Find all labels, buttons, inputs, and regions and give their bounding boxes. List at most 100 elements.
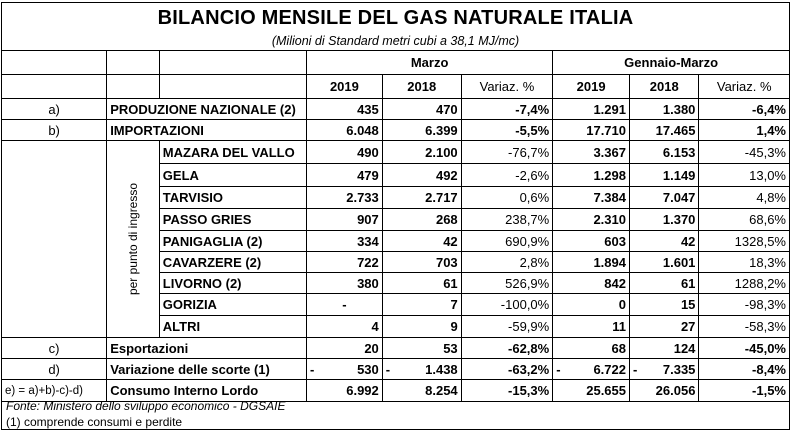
row-code: c): [0, 337, 108, 359]
variation-header-g: Variaz. %: [698, 74, 790, 99]
table-row: GORIZIA - 7 -100,0% 0 15 -98,3%: [2, 293, 790, 316]
cell-mvar: -62,8%: [460, 337, 554, 359]
cell-mvar: -15,3%: [460, 379, 554, 402]
cell-m2019: 530: [357, 361, 379, 377]
sheet-title: BILANCIO MENSILE DEL GAS NATURALE ITALIA: [1, 2, 790, 32]
note-footnote: (1) comprende consumi e perdite: [1, 414, 790, 430]
cell-gvar: 18,3%: [698, 251, 790, 273]
cell-m2019: 6.048: [306, 119, 383, 141]
row-code: e) = a)+b)-c)-d): [0, 379, 108, 402]
cell-g2019: 2.310: [552, 208, 630, 231]
cell-gvar: -1,5%: [698, 379, 790, 402]
cell-m2018: 9: [381, 315, 462, 338]
cell-m2018: 2.100: [381, 140, 462, 164]
cell-g2019: 11: [552, 315, 630, 338]
cell-g2019: 3.367: [552, 140, 630, 164]
cell-m2018: 268: [381, 208, 462, 231]
cell-g2019: 25.655: [552, 379, 630, 402]
cell-g2019: 1.298: [552, 163, 630, 187]
cell-m2018: 61: [381, 272, 462, 294]
cell-g2019: 17.710: [552, 119, 630, 141]
cell-gvar: -45,0%: [698, 337, 790, 359]
cell-mvar: -100,0%: [460, 293, 554, 316]
cell-m2018: 1.438: [425, 361, 458, 377]
negative-sign: -: [310, 361, 315, 377]
cell-m2018: 470: [381, 98, 462, 120]
cell-gvar: 1328,5%: [698, 230, 790, 252]
table-row: PASSO GRIES 907 268 238,7% 2.310 1.370 6…: [2, 208, 790, 231]
cell-gvar: 1288,2%: [698, 272, 790, 294]
cell-gvar: 68,6%: [698, 208, 790, 231]
sheet-subtitle: (Milioni di Standard metri cubi a 38,1 M…: [1, 32, 790, 50]
year-header-m2018: 2018: [381, 74, 462, 99]
row-code: d): [0, 358, 108, 380]
table-row: c) Esportazioni 20 53 -62,8% 68 124 -45,…: [0, 337, 790, 359]
cell-m2018: 6.399: [381, 119, 462, 141]
row-label: PASSO GRIES: [158, 208, 308, 231]
year-header-g2019: 2019: [552, 74, 630, 99]
row-label: GORIZIA: [158, 293, 308, 316]
cell-gvar: -6,4%: [698, 98, 790, 120]
cell-m2019: 907: [306, 208, 383, 231]
cell-mvar: 526,9%: [460, 272, 554, 294]
cell-gvar: -98,3%: [698, 293, 790, 316]
cell-g2018: 17.465: [628, 119, 700, 141]
variation-header-m: Variaz. %: [460, 74, 554, 99]
cell-gvar: -58,3%: [698, 315, 790, 338]
table-row: per punto di ingresso MAZARA DEL VALLO 4…: [0, 140, 790, 338]
cell-m2018: 53: [381, 337, 462, 359]
period-gennaio-marzo-header: Gennaio-Marzo: [552, 50, 790, 75]
cell-gvar: 13,0%: [698, 163, 790, 187]
cell-g2019: 0: [552, 293, 630, 316]
cell-mvar: 0,6%: [460, 186, 554, 209]
cell-m2018: 42: [381, 230, 462, 252]
table-row: b) IMPORTAZIONI 6.048 6.399 -5,5% 17.710…: [0, 119, 790, 141]
row-label: PANIGAGLIA (2): [158, 230, 308, 252]
cell-m2019: 6.992: [306, 379, 383, 402]
cell-mvar: 238,7%: [460, 208, 554, 231]
cell-m2019: 20: [306, 337, 383, 359]
row-label: MAZARA DEL VALLO: [158, 140, 308, 164]
balance-table: Marzo Gennaio-Marzo 2019 2018 Variaz. % …: [0, 50, 790, 402]
cell-mvar: -63,2%: [460, 358, 554, 380]
cell-g2019: 603: [552, 230, 630, 252]
period-marzo-header: Marzo: [306, 50, 554, 75]
negative-sign: -: [385, 361, 391, 377]
row-label: Esportazioni: [106, 337, 308, 359]
cell-mvar: -7,4%: [460, 98, 554, 120]
cell-m2019: 435: [306, 98, 383, 120]
row-label: CAVARZERE (2): [158, 251, 308, 273]
row-label: Consumo Interno Lordo: [106, 379, 308, 402]
cell-m2018: 703: [381, 251, 462, 273]
cell-mvar: -59,9%: [460, 315, 554, 338]
cell-m2019: 380: [306, 272, 383, 294]
cell-m2018: 492: [381, 163, 462, 187]
row-label: Variazione delle scorte (1): [106, 358, 308, 380]
cell-g2019: 7.384: [552, 186, 630, 209]
cell-m2019: -: [306, 293, 383, 316]
negative-sign: -: [556, 361, 561, 377]
cell-gvar: 1,4%: [698, 119, 790, 141]
cell-g2018: 61: [628, 272, 700, 294]
source-footnote: Fonte: Ministero dello sviluppo economic…: [1, 398, 790, 414]
cell-g2018: 6.153: [628, 140, 700, 164]
cell-g2018: 124: [628, 337, 700, 359]
cell-mvar: 2,8%: [460, 251, 554, 273]
year-header-m2019: 2019: [306, 74, 383, 99]
row-code: b): [0, 119, 108, 141]
cell-g2018: 26.056: [628, 379, 700, 402]
cell-g2018: 1.380: [628, 98, 700, 120]
row-label: PRODUZIONE NAZIONALE (2): [106, 98, 308, 120]
table-row: PANIGAGLIA (2) 334 42 690,9% 603 42 1328…: [2, 230, 790, 252]
cell-g2018: 1.149: [628, 163, 700, 187]
cell-g2019: 1.894: [552, 251, 630, 273]
cell-g2018: 27: [628, 315, 700, 338]
table-row: e) = a)+b)-c)-d) Consumo Interno Lordo 6…: [0, 379, 790, 402]
table-row: ALTRI 4 9 -59,9% 11 27 -58,3%: [2, 315, 790, 338]
cell-mvar: -5,5%: [460, 119, 554, 141]
cell-g2019: 842: [552, 272, 630, 294]
cell-m2019: 722: [306, 251, 383, 273]
cell-g2018: 42: [628, 230, 700, 252]
cell-m2018: 8.254: [381, 379, 462, 402]
